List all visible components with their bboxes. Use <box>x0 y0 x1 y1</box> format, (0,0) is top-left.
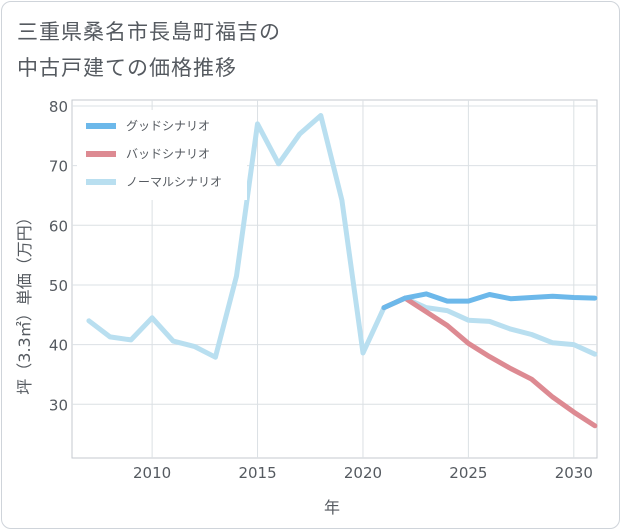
x-tick-label: 2030 <box>555 464 593 482</box>
x-tick-label: 2010 <box>133 464 171 482</box>
y-tick-labels: 30 40 50 60 70 80 <box>49 98 68 414</box>
y-tick-label: 40 <box>49 337 68 355</box>
x-axis-label: 年 <box>324 498 340 517</box>
y-tick-label: 70 <box>49 158 68 176</box>
y-tick-label: 50 <box>49 277 68 295</box>
x-tick-label: 2025 <box>449 464 487 482</box>
y-tick-label: 80 <box>49 98 68 116</box>
y-axis-label: 坪（3.3㎡）単価（万円） <box>15 209 34 394</box>
x-tick-labels: 2010 2015 2020 2025 2030 <box>133 464 593 482</box>
y-tick-label: 60 <box>49 217 68 235</box>
legend-item-normal-label: ノーマルシナリオ <box>126 175 222 189</box>
legend-item-bad-label: バッドシナリオ <box>126 147 210 161</box>
x-tick-label: 2015 <box>238 464 276 482</box>
y-tick-label: 30 <box>49 396 68 414</box>
price-trend-chart: 30 40 50 60 70 80 2010 2015 2020 2025 2030 年 坪（3.… <box>0 0 621 530</box>
legend-item-good-label: グッドシナリオ <box>126 119 210 133</box>
x-tick-label: 2020 <box>344 464 382 482</box>
